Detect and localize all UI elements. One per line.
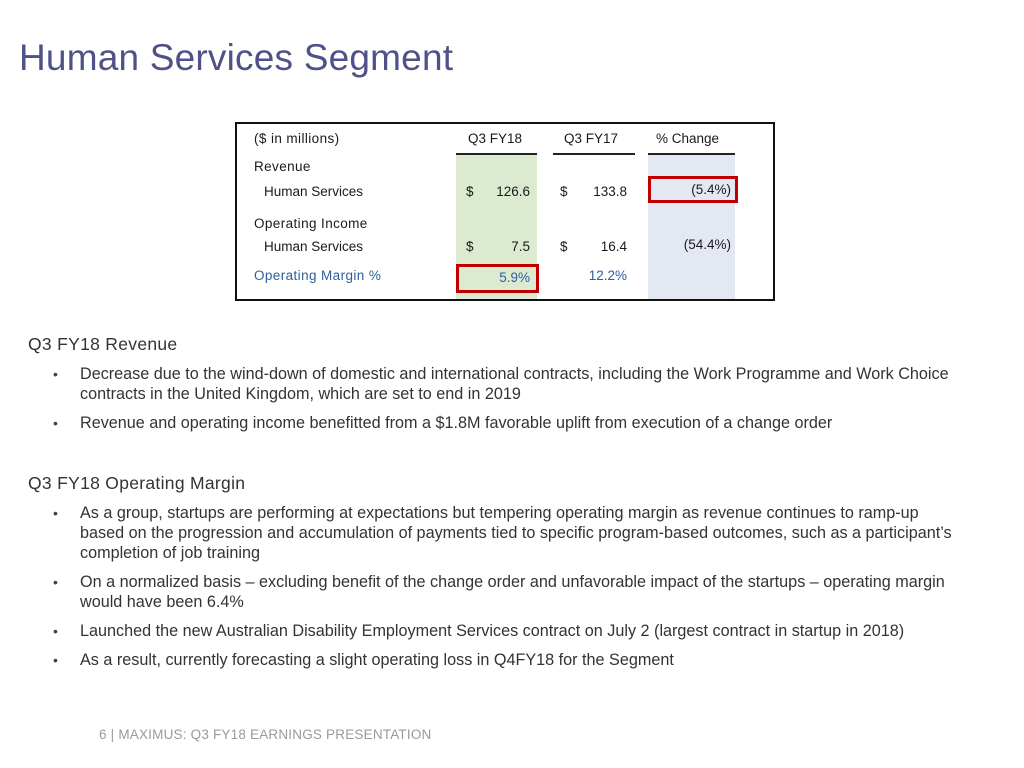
column-header-q3fy18: Q3 FY18 <box>468 131 523 146</box>
bullet-item: • As a group, startups are performing at… <box>0 503 960 563</box>
currency-symbol: $ <box>560 239 568 254</box>
section-heading-q3fy18-revenue: Q3 FY18 Revenue <box>28 334 178 354</box>
bullet-item: • Revenue and operating income benefitte… <box>0 413 960 433</box>
q3fy18-column-highlight <box>456 155 537 299</box>
revenue-percent-change-value: (5.4%) <box>691 182 731 197</box>
currency-symbol: $ <box>560 184 568 199</box>
callout-box-revenue-change <box>648 176 738 203</box>
revenue-q3fy17-value: 133.8 <box>593 184 627 199</box>
bullet-text: Revenue and operating income benefitted … <box>80 414 833 432</box>
bullet-icon: • <box>53 623 58 639</box>
bullet-item: • Launched the new Australian Disability… <box>0 621 960 641</box>
q3fy17-header-rule <box>553 153 635 155</box>
q3fy18-header-rule <box>456 153 537 155</box>
callout-box-operating-margin <box>456 264 539 293</box>
section-heading-q3fy18-operating-margin: Q3 FY18 Operating Margin <box>28 473 246 493</box>
bullet-icon: • <box>53 505 58 521</box>
bullet-icon: • <box>53 366 58 382</box>
operating-margin-label: Operating Margin % <box>254 268 382 283</box>
revenue-q3fy18-value: 126.6 <box>496 184 530 199</box>
bullet-icon: • <box>53 415 58 431</box>
column-header-q3fy17: Q3 FY17 <box>564 131 619 146</box>
bullet-text: Decrease due to the wind-down of domesti… <box>80 365 949 403</box>
bullet-text: Launched the new Australian Disability E… <box>80 622 905 640</box>
change-header-rule <box>648 153 735 155</box>
bullet-item: • On a normalized basis – excluding bene… <box>0 572 960 612</box>
units-label: ($ in millions) <box>254 131 340 146</box>
currency-symbol: $ <box>466 239 474 254</box>
row-label-revenue-human-services: Human Services <box>264 184 364 199</box>
currency-symbol: $ <box>466 184 474 199</box>
operating-margin-q3fy18-value: 5.9% <box>499 270 530 285</box>
operating-income-q3fy18-value: 7.5 <box>511 239 530 254</box>
row-label-operating-income-human-services: Human Services <box>264 239 364 254</box>
percent-change-column-highlight <box>648 155 735 299</box>
slide-footer: 6 | MAXIMUS: Q3 FY18 EARNINGS PRESENTATI… <box>99 727 432 742</box>
bullet-icon: • <box>53 652 58 668</box>
slide-title: Human Services Segment <box>19 37 454 78</box>
column-header-percent-change: % Change <box>656 131 720 146</box>
bullet-item: • Decrease due to the wind-down of domes… <box>0 364 960 404</box>
operating-margin-bullet-list: • As a group, startups are performing at… <box>0 503 1024 679</box>
revenue-bullet-list: • Decrease due to the wind-down of domes… <box>0 364 1024 442</box>
bullet-icon: • <box>53 574 58 590</box>
financial-summary-table: ($ in millions) Q3 FY18 Q3 FY17 % Change… <box>235 122 775 301</box>
section-heading-operating-income: Operating Income <box>254 216 368 231</box>
operating-income-q3fy17-value: 16.4 <box>600 239 627 254</box>
bullet-item: • As a result, currently forecasting a s… <box>0 650 960 670</box>
section-heading-revenue: Revenue <box>254 159 311 174</box>
bullet-text: As a group, startups are performing at e… <box>80 504 952 562</box>
operating-margin-q3fy17-value: 12.2% <box>588 268 627 283</box>
bullet-text: On a normalized basis – excluding benefi… <box>80 573 945 611</box>
bullet-text: As a result, currently forecasting a sli… <box>80 651 674 669</box>
operating-income-percent-change-value: (54.4%) <box>683 237 731 252</box>
